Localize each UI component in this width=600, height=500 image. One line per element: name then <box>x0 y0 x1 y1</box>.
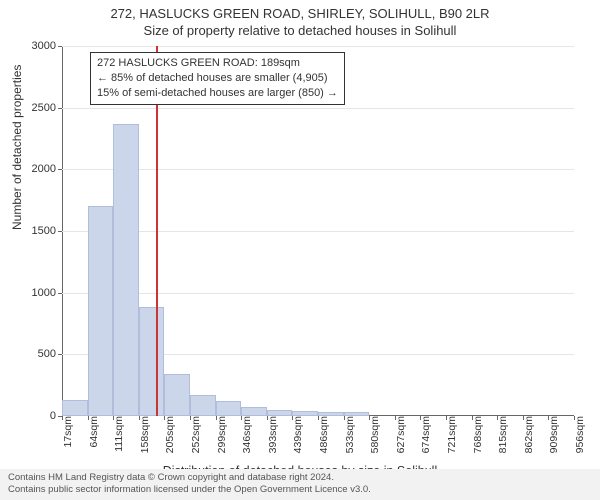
grid-line <box>62 169 574 170</box>
attribution-footer: Contains HM Land Registry data © Crown c… <box>0 469 600 500</box>
annotation-line-2: ← 85% of detached houses are smaller (4,… <box>97 71 338 86</box>
y-tick-label: 3000 <box>32 40 56 52</box>
annotation-line-3: 15% of semi-detached houses are larger (… <box>97 86 338 101</box>
x-tick-label: 627sqm <box>395 416 407 453</box>
chart-subtitle: Size of property relative to detached ho… <box>0 23 600 38</box>
x-tick-label: 862sqm <box>523 416 535 453</box>
x-tick-label: 252sqm <box>190 416 202 453</box>
histogram-bar <box>318 412 344 416</box>
x-tick-label: 815sqm <box>497 416 509 453</box>
chart-plot-area: 05001000150020002500300017sqm64sqm111sqm… <box>62 46 574 416</box>
y-tick-label: 1500 <box>32 225 56 237</box>
x-tick-label: 768sqm <box>472 416 484 453</box>
x-tick-label: 17sqm <box>62 416 74 448</box>
x-tick-label: 533sqm <box>344 416 356 453</box>
y-tick-mark <box>58 293 62 294</box>
x-tick-label: 439sqm <box>292 416 304 453</box>
x-tick-label: 111sqm <box>113 416 125 452</box>
x-tick-label: 64sqm <box>88 416 100 448</box>
x-tick-label: 956sqm <box>574 416 586 453</box>
histogram-bar <box>344 412 370 416</box>
y-tick-label: 500 <box>38 348 56 360</box>
y-tick-mark <box>58 46 62 47</box>
y-axis-line <box>62 46 63 416</box>
grid-line <box>62 108 574 109</box>
y-tick-label: 2000 <box>32 163 56 175</box>
y-tick-mark <box>58 354 62 355</box>
chart-header: 272, HASLUCKS GREEN ROAD, SHIRLEY, SOLIH… <box>0 0 600 38</box>
grid-line <box>62 231 574 232</box>
histogram-bar <box>241 407 267 416</box>
y-tick-label: 0 <box>50 410 56 422</box>
footer-line-1: Contains HM Land Registry data © Crown c… <box>8 472 592 484</box>
y-tick-mark <box>58 231 62 232</box>
histogram-bar <box>267 410 293 416</box>
annotation-callout: 272 HASLUCKS GREEN ROAD: 189sqm ← 85% of… <box>90 52 345 105</box>
histogram-bar <box>113 124 139 416</box>
annotation-line-1: 272 HASLUCKS GREEN ROAD: 189sqm <box>97 56 338 71</box>
y-tick-label: 2500 <box>32 102 56 114</box>
y-tick-mark <box>58 169 62 170</box>
y-axis-label: Number of detached properties <box>10 65 24 230</box>
histogram-bar <box>62 400 88 416</box>
grid-line <box>62 46 574 47</box>
histogram-bar <box>190 395 216 416</box>
x-tick-label: 674sqm <box>420 416 432 453</box>
histogram-bar <box>88 206 114 416</box>
y-tick-label: 1000 <box>32 287 56 299</box>
x-tick-label: 580sqm <box>369 416 381 453</box>
footer-line-2: Contains public sector information licen… <box>8 484 592 496</box>
address-title: 272, HASLUCKS GREEN ROAD, SHIRLEY, SOLIH… <box>0 6 600 21</box>
histogram-bar <box>139 307 165 416</box>
histogram-bar <box>164 374 190 416</box>
x-tick-label: 721sqm <box>446 416 458 453</box>
x-tick-label: 486sqm <box>318 416 330 453</box>
x-tick-label: 158sqm <box>139 416 151 453</box>
y-tick-mark <box>58 108 62 109</box>
histogram-bar <box>216 401 242 416</box>
x-tick-label: 346sqm <box>241 416 253 453</box>
x-tick-label: 909sqm <box>548 416 560 453</box>
grid-line <box>62 293 574 294</box>
x-tick-label: 299sqm <box>216 416 228 453</box>
x-tick-label: 393sqm <box>267 416 279 453</box>
histogram-bar <box>292 411 318 416</box>
x-tick-label: 205sqm <box>164 416 176 453</box>
